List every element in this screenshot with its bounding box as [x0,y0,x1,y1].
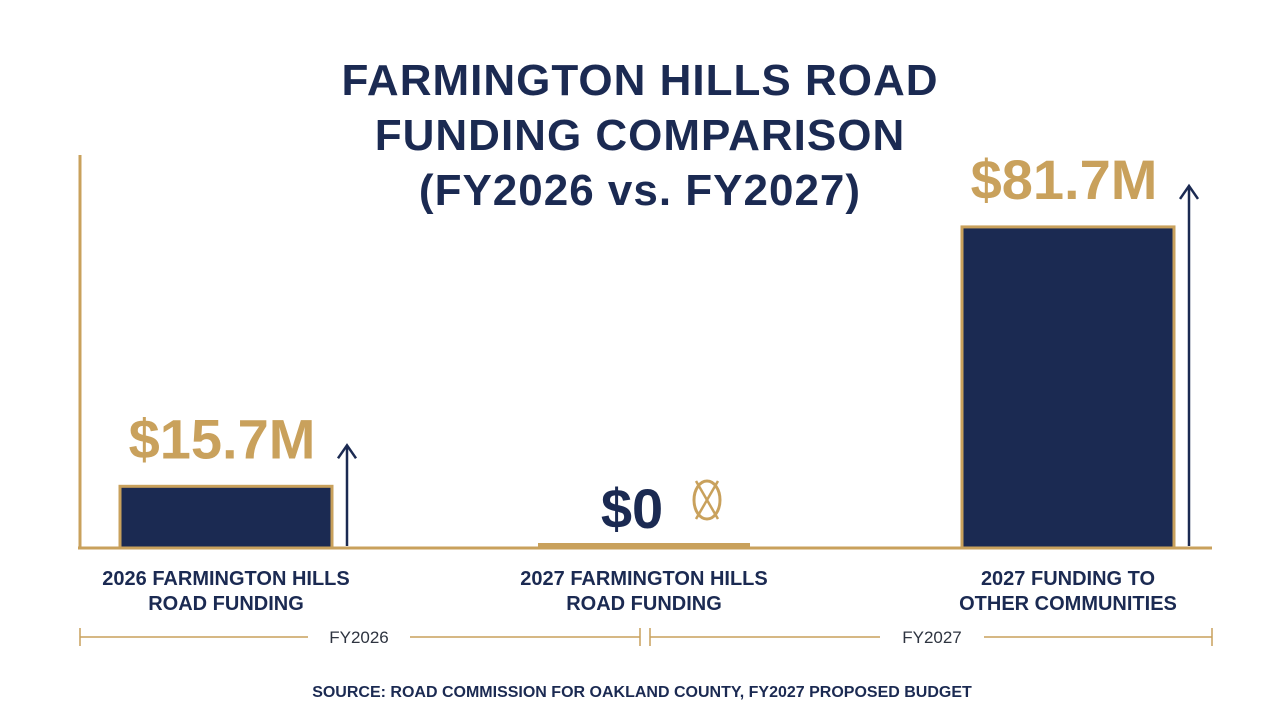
title-line-1: FARMINGTON HILLS ROAD [341,56,938,105]
value-label-1: $15.7M [129,407,316,470]
category-label-3-line-1: 2027 FUNDING TO [981,568,1155,590]
category-label-2-line-2: ROAD FUNDING [566,593,722,615]
category-label-1-line-1: 2026 FARMINGTON HILLS [102,568,349,590]
bar-3 [960,225,1176,550]
bars [118,225,1176,550]
up-arrow-icon [336,443,358,546]
up-arrow-icon [1178,183,1200,546]
category-label-3-line-2: OTHER COMMUNITIES [959,593,1177,615]
group-label-fy2027: FY2027 [902,628,962,647]
bar-2 [538,543,750,547]
annotations [336,183,1200,546]
crossed-out-zero-icon [692,479,722,521]
title-line-3: (FY2026 vs. FY2027) [419,166,861,215]
bar-1 [118,484,334,550]
category-label-2-line-1: 2027 FARMINGTON HILLS [520,568,767,590]
chart-title: FARMINGTON HILLS ROAD FUNDING COMPARISON… [341,56,938,215]
value-label-3: $81.7M [971,148,1158,211]
category-label-1-line-2: ROAD FUNDING [148,593,304,615]
category-labels: 2026 FARMINGTON HILLS ROAD FUNDING 2027 … [102,568,1177,615]
group-label-fy2026: FY2026 [329,628,389,647]
source-note: SOURCE: ROAD COMMISSION FOR OAKLAND COUN… [312,684,972,701]
value-labels: $15.7M $0 $81.7M [129,148,1158,540]
value-label-2: $0 [601,477,663,540]
title-line-2: FUNDING COMPARISON [375,111,906,160]
group-brackets [79,628,1213,646]
